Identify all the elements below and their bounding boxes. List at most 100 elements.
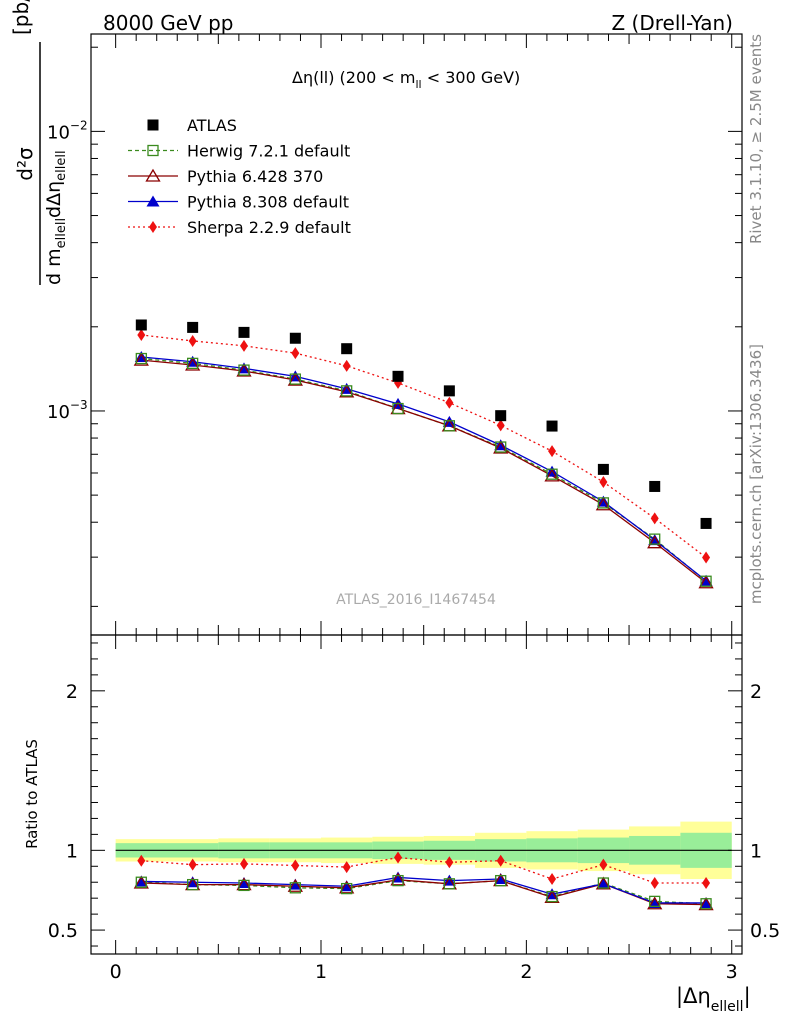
main-ticks: 10−2 10−3: [47, 34, 742, 635]
xlabel-main: |Δη: [676, 984, 711, 1009]
main-panel: 10−2 10−3 Δη(ll) (200 < mll < 300 GeV) d²…: [9, 0, 743, 636]
ylabel-denom-sub1: ellell: [54, 218, 69, 248]
main-point-herwig: [135, 352, 147, 365]
main-title: Δη(ll) (200 < mll < 300 GeV): [292, 68, 520, 91]
legend: ATLAS Herwig 7.2.1 default Pythia 6.428 37…: [128, 116, 351, 237]
ratio-point-sherpa: [394, 851, 403, 864]
main-point-sherpa: [496, 419, 505, 432]
legend-marker-sherpa: [149, 221, 157, 233]
main-point-atlas: [238, 326, 250, 338]
ratio-point-sherpa: [188, 858, 197, 871]
ratio-point-sherpa: [445, 856, 454, 869]
ratio-ticks: 0.5 0.5 1 1 2 2 0 1 2 3: [48, 635, 780, 983]
ratio-point-pythia6: [595, 876, 612, 890]
legend-label-pythia6: Pythia 6.428 370: [187, 167, 323, 186]
ratio-panel: 0.5 0.5 1 1 2 2 0 1 2 3 Ratio to ATLAS |Δηellell|: [23, 634, 780, 1015]
ratio-point-pythia6: [133, 875, 149, 889]
main-point-sherpa: [548, 445, 557, 458]
main-point-sherpa: [342, 359, 351, 372]
ratio-xlabel: |Δηellell|: [676, 984, 751, 1015]
main-point-pythia6: [698, 575, 714, 589]
main-point-sherpa: [291, 347, 300, 360]
ratio-point-pythia6: [698, 897, 714, 911]
main-point-atlas: [700, 517, 712, 529]
ratio-point-sherpa: [342, 861, 351, 874]
main-point-pythia6: [133, 352, 149, 366]
ratio-point-pythia6: [287, 878, 303, 892]
ratio-point-sherpa: [239, 857, 248, 870]
main-point-sherpa: [650, 512, 659, 525]
ratio-line-pythia6: [141, 879, 707, 906]
legend-marker-atlas: [147, 119, 159, 131]
watermark: ATLAS_2016_I1467454: [336, 592, 496, 608]
main-point-herwig: [238, 364, 250, 376]
main-title-sub: ll: [416, 78, 422, 91]
ratio-point-herwig: [187, 878, 199, 891]
main-point-herwig: [289, 373, 301, 385]
ylabel-denom-d2: dΔη: [43, 181, 65, 218]
ratio-point-herwig: [341, 882, 353, 895]
ratio-y-tick-label-right: 2: [750, 681, 762, 703]
header-left: 8000 GeV pp: [103, 11, 234, 35]
ratio-x-tick-label: 2: [520, 961, 532, 983]
main-ylabel: d²σ d mellelldΔηellell [pb/GeV]: [9, 0, 69, 285]
legend-marker-pythia8: [146, 195, 160, 207]
main-point-atlas: [392, 370, 404, 382]
main-point-pythia6: [236, 363, 252, 377]
main-y-tick-label: 10−3: [47, 398, 88, 423]
ratio-point-pythia6: [544, 890, 560, 904]
ratio-point-pythia8: [596, 877, 610, 889]
main-title-post: < 300 GeV): [422, 68, 521, 87]
main-point-sherpa: [239, 339, 248, 352]
main-point-pythia6: [544, 468, 560, 482]
main-point-herwig: [649, 533, 661, 545]
ratio-frame: [90, 634, 743, 955]
main-point-herwig: [546, 468, 558, 480]
main-point-herwig: [392, 402, 404, 415]
ratio-y-tick-label: 0.5: [48, 920, 78, 942]
ratio-line-pythia8: [141, 876, 707, 904]
rivet-label: Rivet 3.1.10, ≥ 2.5M events: [747, 34, 765, 244]
main-point-atlas: [649, 480, 661, 492]
main-point-herwig: [700, 575, 712, 587]
ratio-point-herwig: [649, 895, 661, 908]
ratio-point-sherpa: [137, 854, 146, 867]
main-point-pythia6: [185, 357, 201, 371]
ratio-point-pythia8: [648, 896, 662, 908]
main-point-sherpa: [702, 551, 711, 564]
main-marks: [133, 319, 714, 589]
main-point-sherpa: [599, 476, 608, 489]
main-point-pythia6: [595, 497, 612, 511]
ratio-marks: [133, 851, 714, 911]
ratio-y-tick-label-right: 0.5: [750, 920, 780, 942]
ratio-point-herwig: [546, 890, 558, 903]
ratio-point-sherpa: [496, 854, 505, 867]
legend-marker-herwig: [147, 144, 159, 157]
ratio-point-pythia6: [390, 872, 406, 886]
ratio-y-tick-label: 1: [66, 840, 78, 862]
ratio-bands: [115, 821, 732, 880]
legend-label-atlas: ATLAS: [187, 116, 237, 135]
ylabel-denom-d1: d m: [43, 248, 65, 285]
ylabel-denom: d mellelldΔηellell: [43, 150, 69, 285]
main-point-pythia6: [339, 384, 355, 398]
ratio-point-herwig: [238, 879, 250, 892]
ratio-point-sherpa: [291, 859, 300, 872]
main-point-sherpa: [188, 334, 197, 347]
main-title-pre: Δη(ll) (200 < m: [292, 68, 416, 87]
ratio-point-pythia6: [647, 896, 663, 910]
main-line-pythia6: [141, 359, 707, 584]
xlabel-end: |: [744, 984, 751, 1009]
main-point-pythia6: [287, 372, 303, 386]
main-point-atlas: [187, 321, 199, 333]
ratio-point-sherpa: [548, 873, 557, 886]
header-right: Z (Drell-Yan): [611, 11, 733, 35]
legend-label-sherpa: Sherpa 2.2.9 default: [187, 218, 351, 237]
main-point-atlas: [289, 332, 301, 344]
main-point-pythia6: [493, 440, 509, 454]
main-point-sherpa: [445, 396, 454, 409]
ratio-point-herwig: [135, 876, 147, 888]
main-point-atlas: [546, 420, 558, 432]
main-y-tick-label: 10−2: [47, 118, 88, 143]
